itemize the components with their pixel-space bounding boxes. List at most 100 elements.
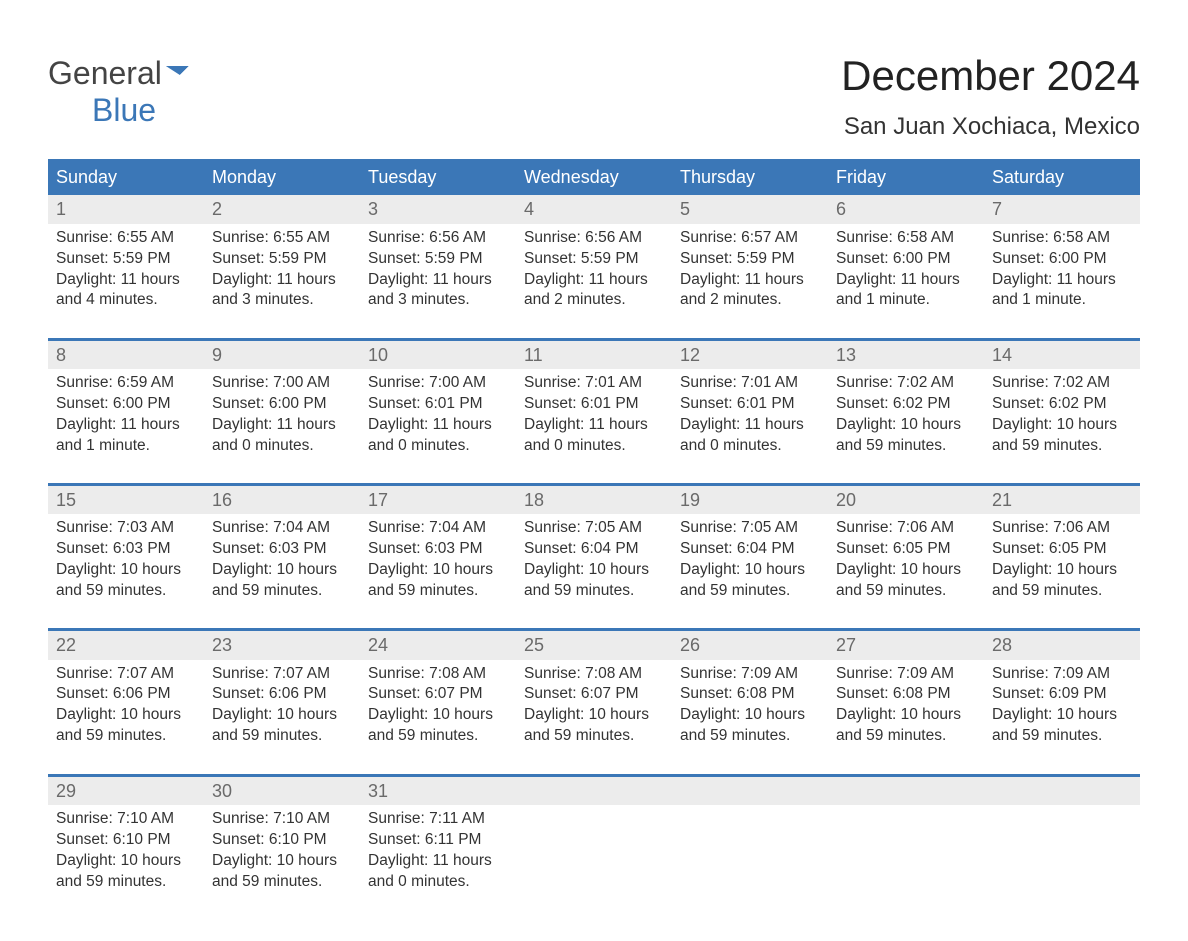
- day-number: [984, 777, 1140, 805]
- daylight-line-label: Daylight:: [680, 706, 745, 723]
- daylight-line: Daylight: 11 hours and 1 minute.: [836, 270, 976, 312]
- daylight-line-label: Daylight:: [680, 271, 745, 288]
- day-number: 29: [48, 777, 204, 805]
- sunset-line: Sunset: 6:00 PM: [56, 394, 196, 415]
- daylight-line-label: Daylight:: [56, 561, 121, 578]
- sunset-line-value: 6:07 PM: [581, 685, 639, 702]
- daylight-line-label: Daylight:: [368, 416, 433, 433]
- sunrise-line-value: 7:03 AM: [117, 519, 174, 536]
- sunset-line-value: 5:59 PM: [425, 250, 483, 267]
- sunrise-line: Sunrise: 7:06 AM: [992, 518, 1132, 539]
- sunrise-line: Sunrise: 7:01 AM: [524, 373, 664, 394]
- day-number: 2: [204, 195, 360, 223]
- daylight-line: Daylight: 11 hours and 0 minutes.: [524, 415, 664, 457]
- daylight-line: Daylight: 10 hours and 59 minutes.: [212, 560, 352, 602]
- weeks-container: 1234567Sunrise: 6:55 AMSunset: 5:59 PMDa…: [48, 195, 1140, 904]
- day-details: [516, 805, 672, 905]
- sunrise-line-value: 6:57 AM: [741, 229, 798, 246]
- sunset-line-value: 6:00 PM: [113, 395, 171, 412]
- sunset-line-label: Sunset:: [680, 540, 737, 557]
- sunrise-line-value: 6:55 AM: [117, 229, 174, 246]
- sunset-line-label: Sunset:: [836, 395, 893, 412]
- sunrise-line-value: 6:56 AM: [429, 229, 486, 246]
- sunset-line-value: 6:06 PM: [269, 685, 327, 702]
- day-details: Sunrise: 7:05 AMSunset: 6:04 PMDaylight:…: [672, 514, 828, 614]
- sunrise-line: Sunrise: 7:10 AM: [212, 809, 352, 830]
- day-details: Sunrise: 6:56 AMSunset: 5:59 PMDaylight:…: [516, 224, 672, 324]
- sunset-line: Sunset: 5:59 PM: [368, 249, 508, 270]
- sunrise-line-value: 7:08 AM: [585, 665, 642, 682]
- day-details: Sunrise: 6:58 AMSunset: 6:00 PMDaylight:…: [828, 224, 984, 324]
- sunset-line: Sunset: 6:06 PM: [212, 684, 352, 705]
- daylight-line-label: Daylight:: [992, 561, 1057, 578]
- sunrise-line-value: 7:09 AM: [741, 665, 798, 682]
- day-body-row: Sunrise: 6:55 AMSunset: 5:59 PMDaylight:…: [48, 224, 1140, 324]
- daylight-line-label: Daylight:: [992, 416, 1057, 433]
- sunset-line-label: Sunset:: [56, 540, 113, 557]
- sunset-line: Sunset: 6:00 PM: [836, 249, 976, 270]
- day-number: [516, 777, 672, 805]
- sunrise-line: Sunrise: 7:08 AM: [368, 664, 508, 685]
- day-body-row: Sunrise: 7:10 AMSunset: 6:10 PMDaylight:…: [48, 805, 1140, 905]
- sunset-line: Sunset: 5:59 PM: [212, 249, 352, 270]
- sunrise-line-value: 7:00 AM: [429, 374, 486, 391]
- sunrise-line-value: 7:10 AM: [273, 810, 330, 827]
- sunrise-line: Sunrise: 7:00 AM: [212, 373, 352, 394]
- daylight-line: Daylight: 11 hours and 0 minutes.: [212, 415, 352, 457]
- sunset-line-value: 5:59 PM: [581, 250, 639, 267]
- day-details: Sunrise: 7:11 AMSunset: 6:11 PMDaylight:…: [360, 805, 516, 905]
- sunset-line: Sunset: 6:02 PM: [836, 394, 976, 415]
- day-details: Sunrise: 7:04 AMSunset: 6:03 PMDaylight:…: [204, 514, 360, 614]
- sunrise-line-value: 7:04 AM: [429, 519, 486, 536]
- day-details: [984, 805, 1140, 905]
- daylight-line: Daylight: 11 hours and 4 minutes.: [56, 270, 196, 312]
- sunset-line-value: 6:11 PM: [425, 831, 482, 848]
- sunset-line-label: Sunset:: [56, 250, 113, 267]
- daylight-line-label: Daylight:: [368, 706, 433, 723]
- sunset-line-label: Sunset:: [524, 540, 581, 557]
- sunset-line-value: 6:10 PM: [269, 831, 327, 848]
- sunset-line: Sunset: 6:06 PM: [56, 684, 196, 705]
- sunset-line: Sunset: 5:59 PM: [56, 249, 196, 270]
- day-body-row: Sunrise: 7:03 AMSunset: 6:03 PMDaylight:…: [48, 514, 1140, 614]
- sunset-line: Sunset: 6:11 PM: [368, 830, 508, 851]
- daylight-line-label: Daylight:: [368, 852, 433, 869]
- sunset-line-value: 6:03 PM: [113, 540, 171, 557]
- sunrise-line-label: Sunrise:: [836, 519, 897, 536]
- daylight-line-label: Daylight:: [368, 271, 433, 288]
- sunset-line: Sunset: 6:04 PM: [680, 539, 820, 560]
- day-number: 13: [828, 341, 984, 369]
- sunset-line-value: 6:06 PM: [113, 685, 171, 702]
- day-details: Sunrise: 7:09 AMSunset: 6:08 PMDaylight:…: [828, 660, 984, 760]
- sunset-line-label: Sunset:: [524, 685, 581, 702]
- sunrise-line-label: Sunrise:: [56, 810, 117, 827]
- sunrise-line: Sunrise: 7:08 AM: [524, 664, 664, 685]
- sunrise-line: Sunrise: 6:55 AM: [212, 228, 352, 249]
- day-details: Sunrise: 7:02 AMSunset: 6:02 PMDaylight:…: [828, 369, 984, 469]
- day-details: Sunrise: 7:02 AMSunset: 6:02 PMDaylight:…: [984, 369, 1140, 469]
- day-number: 20: [828, 486, 984, 514]
- sunset-line: Sunset: 6:08 PM: [836, 684, 976, 705]
- title-block: December 2024 San Juan Xochiaca, Mexico: [841, 48, 1140, 143]
- sunrise-line-label: Sunrise:: [680, 665, 741, 682]
- sunrise-line-value: 7:07 AM: [273, 665, 330, 682]
- day-number: 1: [48, 195, 204, 223]
- daylight-line: Daylight: 11 hours and 0 minutes.: [680, 415, 820, 457]
- daylight-line: Daylight: 10 hours and 59 minutes.: [836, 705, 976, 747]
- sunset-line-label: Sunset:: [992, 250, 1049, 267]
- sunset-line-value: 6:05 PM: [1049, 540, 1107, 557]
- sunset-line-value: 5:59 PM: [269, 250, 327, 267]
- sunrise-line: Sunrise: 7:04 AM: [368, 518, 508, 539]
- daylight-line-label: Daylight:: [524, 416, 589, 433]
- sunrise-line: Sunrise: 6:59 AM: [56, 373, 196, 394]
- daylight-line-label: Daylight:: [836, 706, 901, 723]
- sunset-line: Sunset: 6:02 PM: [992, 394, 1132, 415]
- sunset-line-value: 6:01 PM: [581, 395, 639, 412]
- sunset-line-value: 5:59 PM: [113, 250, 171, 267]
- daylight-line-label: Daylight:: [992, 271, 1057, 288]
- sunrise-line-value: 7:06 AM: [1053, 519, 1110, 536]
- daylight-line-label: Daylight:: [836, 561, 901, 578]
- day-details: Sunrise: 7:00 AMSunset: 6:01 PMDaylight:…: [360, 369, 516, 469]
- day-number-row: 891011121314: [48, 341, 1140, 369]
- daylight-line-label: Daylight:: [836, 416, 901, 433]
